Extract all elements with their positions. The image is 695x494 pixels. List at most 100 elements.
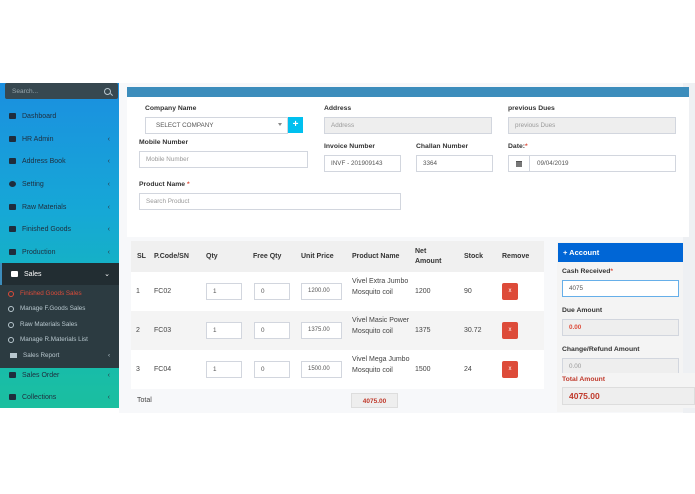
row-stock: 90: [464, 288, 472, 295]
total-amount-field[interactable]: 4075.00: [562, 387, 695, 405]
chevron-left-icon: ‹: [107, 180, 110, 188]
required-mark: *: [610, 268, 614, 275]
row-sl: 3: [136, 366, 140, 373]
product-name-label: Product Name *: [139, 181, 190, 188]
circle-icon: [8, 321, 14, 328]
circle-icon: [8, 336, 14, 343]
invoice-number-field[interactable]: INVF - 201909143: [324, 155, 401, 172]
unit-price-input[interactable]: 1375.00: [301, 322, 342, 339]
add-company-button[interactable]: +: [288, 117, 303, 133]
sidebar-item-label: HR Admin: [22, 135, 54, 143]
challan-number-label: Challan Number: [416, 143, 469, 150]
submenu-finished-goods-sales[interactable]: Finished Goods Sales: [8, 290, 82, 297]
date-label-text: Date:: [508, 143, 525, 150]
table-row: 2 FC03 1 0 1375.00 Vivel Masic Power Mos…: [131, 311, 544, 350]
sidebar-item-collections[interactable]: Collections ‹: [0, 386, 119, 408]
mobile-number-field[interactable]: Mobile Number: [139, 151, 308, 168]
sidebar-item-label: Sales: [24, 270, 42, 278]
qty-input[interactable]: 1: [206, 283, 242, 300]
cart-icon: [11, 271, 18, 277]
submenu-manage-rmaterials-list[interactable]: Manage R.Materials List: [8, 336, 88, 343]
sidebar-item-label: Setting: [22, 180, 44, 188]
qty-input[interactable]: 1: [206, 322, 242, 339]
sales-submenu: Finished Goods Sales Manage F.Goods Sale…: [0, 285, 119, 368]
sidebar-search-input[interactable]: Search...: [5, 83, 118, 99]
total-net-amount: 4075.00: [351, 393, 398, 408]
date-value: 09/04/2019: [537, 160, 569, 167]
sidebar: Search... Dashboard HR Admin ‹ Address B…: [0, 83, 119, 408]
header-qty: Qty: [206, 253, 218, 260]
sidebar-item-raw-materials[interactable]: Raw Materials ‹: [0, 196, 119, 218]
book-icon: [9, 158, 16, 164]
row-product-name: Vivel Mega Jumbo Mosquito coil: [352, 356, 410, 374]
box-header-bar: [127, 87, 689, 97]
header-product-name: Product Name: [352, 253, 400, 260]
free-qty-input[interactable]: 0: [254, 283, 290, 300]
company-select[interactable]: SELECT COMPANY: [145, 117, 288, 134]
sidebar-item-sales-order[interactable]: Sales Order ‹: [0, 364, 119, 386]
table-header: SL P.Code/SN Qty Free Qty Unit Price Pro…: [131, 241, 544, 272]
chevron-left-icon: ‹: [107, 225, 110, 233]
chevron-left-icon: ‹: [107, 371, 110, 379]
company-select-value: SELECT COMPANY: [156, 122, 214, 129]
row-stock: 30.72: [464, 327, 482, 334]
row-net-amount: 1200: [415, 288, 431, 295]
header-remove: Remove: [502, 253, 530, 260]
remove-button[interactable]: x: [502, 322, 518, 339]
remove-button[interactable]: x: [502, 361, 518, 378]
chevron-left-icon: ‹: [108, 352, 111, 359]
date-field[interactable]: 09/04/2019: [508, 155, 676, 172]
sidebar-item-hr-admin[interactable]: HR Admin ‹: [0, 128, 119, 150]
unit-price-input[interactable]: 1200.00: [301, 283, 342, 300]
row-sl: 2: [136, 327, 140, 334]
row-product-name: Vivel Masic Power Mosquito coil: [352, 317, 410, 335]
sidebar-item-label: Collections: [22, 393, 57, 401]
qty-input[interactable]: 1: [206, 361, 242, 378]
table-row: 1 FC02 1 0 1200.00 Vivel Extra Jumbo Mos…: [131, 272, 544, 311]
sidebar-item-setting[interactable]: Setting ‹: [0, 173, 119, 195]
sidebar-item-sales[interactable]: Sales ⌄: [0, 263, 119, 285]
cart-icon: [10, 353, 17, 358]
sidebar-item-production[interactable]: Production ‹: [0, 241, 119, 263]
submenu-label: Finished Goods Sales: [20, 290, 82, 297]
previous-dues-label: previous Dues: [508, 105, 555, 112]
cash-label-text: Cash Received: [562, 268, 611, 275]
challan-number-field[interactable]: 3364: [416, 155, 493, 172]
due-amount-label: Due Amount: [562, 307, 603, 314]
submenu-label: Manage F.Goods Sales: [20, 305, 86, 312]
sidebar-item-label: Dashboard: [22, 112, 57, 120]
submenu-sales-report[interactable]: Sales Report ‹: [8, 352, 118, 359]
account-header[interactable]: + Account: [558, 243, 683, 262]
product-label-text: Product Name: [139, 181, 186, 188]
sidebar-item-label: Production: [22, 248, 56, 256]
chevron-left-icon: ‹: [107, 203, 110, 211]
chevron-left-icon: ‹: [107, 393, 110, 401]
invoice-number-label: Invoice Number: [324, 143, 375, 150]
total-amount-label: Total Amount: [562, 376, 606, 383]
chevron-down-icon: ⌄: [104, 271, 110, 278]
free-qty-input[interactable]: 0: [254, 361, 290, 378]
unit-price-input[interactable]: 1500.00: [301, 361, 342, 378]
product-search-field[interactable]: Search Product: [139, 193, 401, 210]
free-qty-input[interactable]: 0: [254, 322, 290, 339]
remove-button[interactable]: x: [502, 283, 518, 300]
briefcase-icon: [9, 394, 16, 400]
header-stock: Stock: [464, 253, 484, 260]
previous-dues-field[interactable]: previous Dues: [508, 117, 676, 134]
submenu-raw-materials-sales[interactable]: Raw Materials Sales: [8, 321, 77, 328]
cogs-icon: [9, 136, 16, 142]
cash-received-label: Cash Received*: [562, 268, 613, 275]
caret-down-icon: [278, 123, 282, 126]
sidebar-item-dashboard[interactable]: Dashboard: [0, 105, 119, 127]
calendar-icon[interactable]: [509, 156, 530, 171]
search-icon[interactable]: [104, 87, 111, 95]
row-sl: 1: [136, 288, 140, 295]
sidebar-item-address-book[interactable]: Address Book ‹: [0, 150, 119, 172]
cash-received-input[interactable]: 4075: [562, 280, 679, 297]
address-field[interactable]: Address: [324, 117, 492, 134]
submenu-manage-fgoods-sales[interactable]: Manage F.Goods Sales: [8, 305, 85, 312]
sidebar-item-finished-goods[interactable]: Finished Goods ‹: [0, 218, 119, 240]
row-product-name: Vivel Extra Jumbo Mosquito coil: [352, 278, 409, 296]
due-amount-field[interactable]: 0.00: [562, 319, 679, 336]
row-code: FC03: [154, 327, 172, 334]
